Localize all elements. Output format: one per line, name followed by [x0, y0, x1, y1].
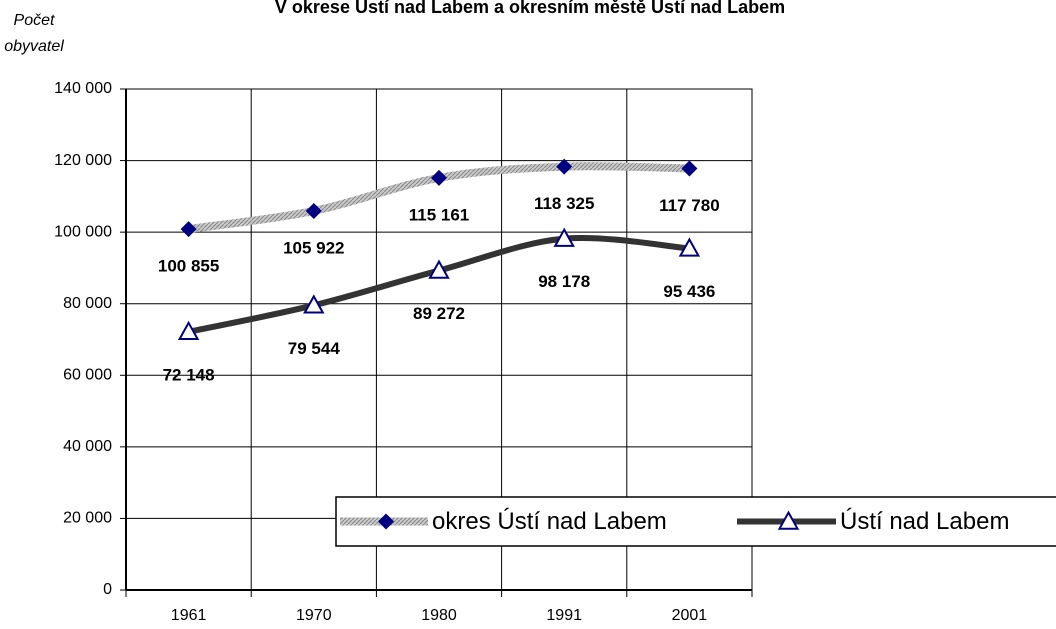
marker: [777, 510, 800, 530]
y-tick-label: 80 000: [63, 295, 112, 312]
marker: [678, 237, 701, 257]
marker: [431, 169, 447, 186]
marker: [305, 202, 322, 219]
data-label: 105 922: [283, 238, 344, 257]
marker: [303, 294, 325, 314]
data-label: 117 780: [659, 196, 720, 215]
data-label: 79 544: [288, 339, 341, 358]
data-label: 118 325: [534, 194, 595, 213]
x-tick-label: 1970: [296, 607, 332, 624]
marker: [553, 227, 575, 247]
y-tick-label: 20 000: [63, 510, 112, 527]
x-tick-label: 2001: [672, 607, 708, 624]
y-tick-label: 0: [103, 581, 112, 598]
y-tick-label: 60 000: [63, 367, 112, 384]
legend-box: [335, 496, 1056, 547]
marker: [428, 259, 450, 279]
marker: [180, 221, 197, 238]
data-label: 72 148: [163, 365, 215, 384]
marker: [681, 160, 698, 177]
data-label: 100 855: [158, 257, 219, 276]
data-label: 115 161: [409, 205, 470, 224]
legend-label: Ústí nad Labem: [840, 508, 1009, 535]
legend-label: okres Ústí nad Labem: [432, 508, 667, 535]
y-axis-label: Počet obyvatel: [4, 12, 64, 55]
marker: [378, 513, 394, 530]
x-tick-label: 1991: [546, 607, 582, 624]
y-tick-label: 40 000: [63, 438, 112, 455]
y-tick-label: 100 000: [54, 223, 112, 240]
x-tick-label: 1961: [171, 607, 207, 624]
x-tick-label: 1980: [421, 607, 457, 624]
y-tick-label: 120 000: [54, 152, 112, 169]
marker: [177, 320, 200, 341]
marker: [556, 158, 573, 175]
chart-title: V okrese Ústí nad Labem a okresním městě…: [275, 0, 785, 17]
y-tick-label: 140 000: [54, 80, 112, 97]
data-label: 98 178: [538, 272, 590, 291]
data-label: 89 272: [413, 304, 465, 323]
data-label: 95 436: [663, 282, 715, 301]
